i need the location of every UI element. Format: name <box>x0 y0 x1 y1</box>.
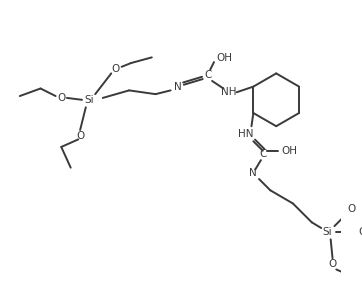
Text: O: O <box>328 259 337 269</box>
Text: OH: OH <box>282 146 298 156</box>
Text: N: N <box>249 168 257 178</box>
Text: O: O <box>112 64 120 74</box>
Text: O: O <box>359 227 362 237</box>
Text: O: O <box>76 131 84 141</box>
Text: O: O <box>347 204 355 214</box>
Text: Si: Si <box>322 227 332 237</box>
Text: HN: HN <box>238 129 253 139</box>
Text: O: O <box>57 93 66 103</box>
Text: C: C <box>259 150 266 159</box>
Text: NH: NH <box>221 87 237 97</box>
Text: OH: OH <box>216 53 232 63</box>
Text: N: N <box>174 81 182 92</box>
Text: C: C <box>205 70 212 80</box>
Text: Si: Si <box>85 95 94 105</box>
